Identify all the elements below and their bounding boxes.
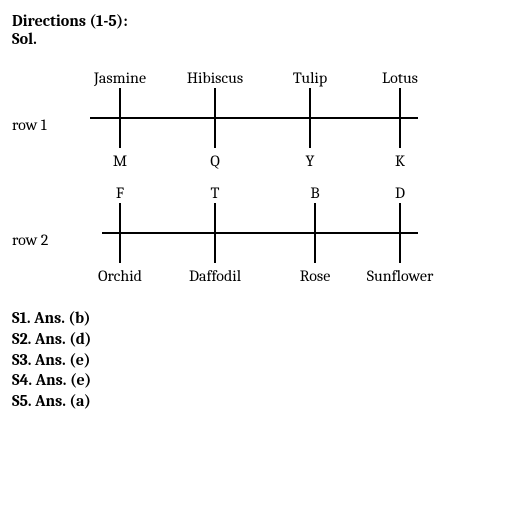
svg-text:F: F [116,184,124,202]
answer-s1: S1. Ans. (b) [12,308,502,329]
answer-s3: S3. Ans. (e) [12,350,502,371]
svg-text:D: D [395,184,405,202]
svg-text:Hibiscus: Hibiscus [187,69,243,87]
answers-block: S1. Ans. (b) S2. Ans. (d) S3. Ans. (e) S… [12,308,502,412]
svg-text:Jasmine: Jasmine [93,69,146,87]
row1-block: row 1 JasmineMHibiscusQTulipYLotusK [60,68,502,183]
answer-s5: S5. Ans. (a) [12,391,502,412]
seating-diagram: row 1 JasmineMHibiscusQTulipYLotusK row … [60,68,502,298]
row1-label: row 1 [12,116,47,134]
row2-block: row 2 FOrchidTDaffodilBRoseDSunflower [60,183,502,298]
svg-text:T: T [211,184,220,202]
svg-text:Tulip: Tulip [293,69,327,87]
svg-text:B: B [310,184,319,202]
answer-s4: S4. Ans. (e) [12,370,502,391]
svg-text:Y: Y [306,152,315,170]
row1-svg: Jasmine M Hibiscus Q Tulip Y Lotus K [60,68,450,178]
svg-text:Rose: Rose [300,267,331,285]
svg-text:Orchid: Orchid [98,267,142,285]
svg-text:Q: Q [210,152,220,170]
directions-heading: Directions (1-5): [12,12,502,30]
answer-s2: S2. Ans. (d) [12,329,502,350]
svg-text:Daffodil: Daffodil [189,267,242,285]
svg-text:Sunflower: Sunflower [367,267,434,285]
solution-heading: Sol. [12,30,502,48]
svg-text:M: M [113,152,127,170]
svg-text:K: K [395,152,405,170]
row2-svg: F Orchid T Daffodil B Rose D Sunflower [60,183,450,293]
svg-text:Lotus: Lotus [382,69,418,87]
row2-label: row 2 [12,231,48,249]
